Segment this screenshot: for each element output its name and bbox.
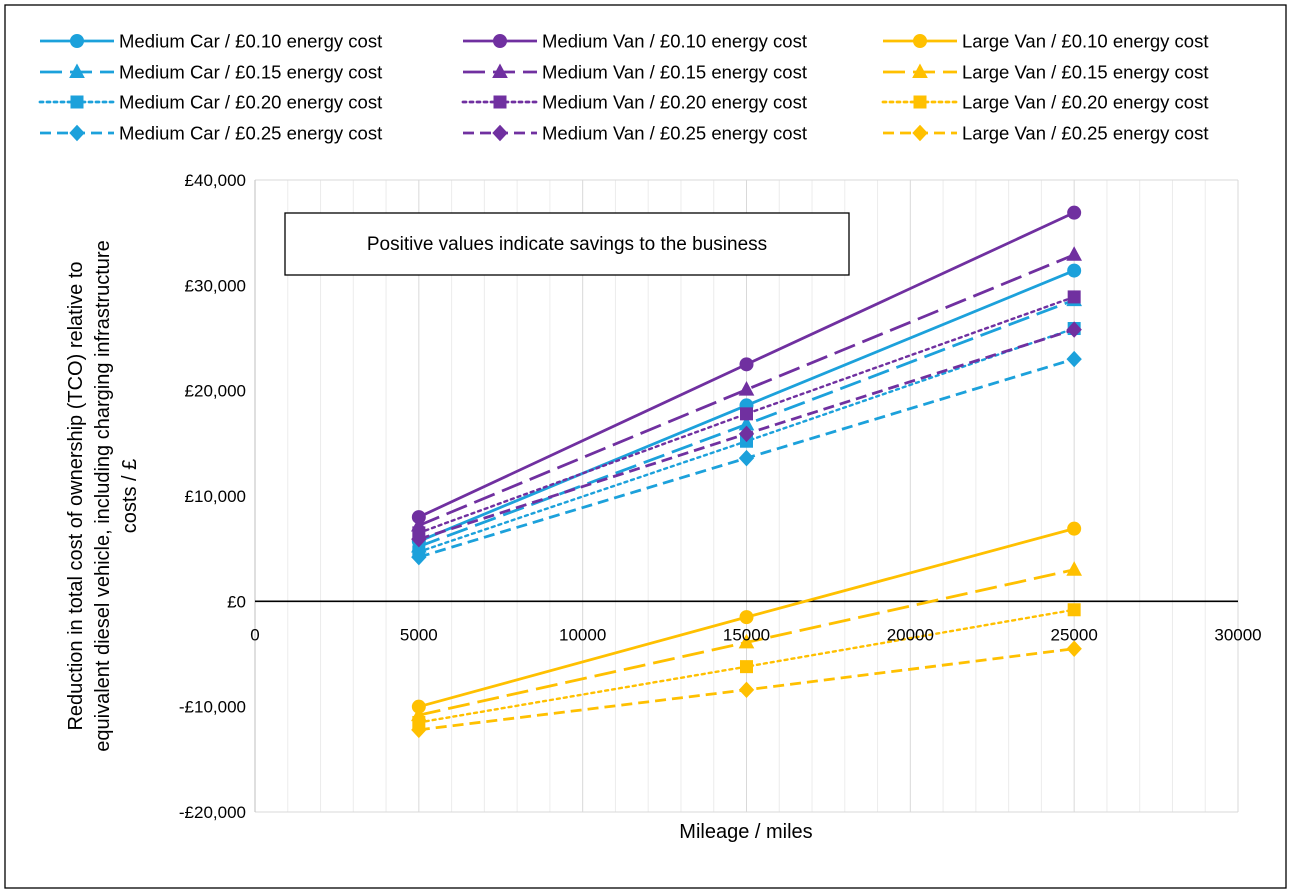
- y-tick-label: £0: [227, 592, 246, 611]
- legend-label: Large Van / £0.20 energy cost: [962, 92, 1209, 113]
- series-line: [418, 253, 1075, 527]
- y-axis-title-line-3: costs / £: [119, 459, 141, 533]
- x-tick-label: 20000: [887, 625, 934, 644]
- legend-entry: Medium Van / £0.20 energy cost: [461, 92, 807, 113]
- data-point-diamond: [411, 548, 427, 566]
- series: [410, 205, 1083, 739]
- data-point-circle: [913, 34, 927, 48]
- data-point-triangle: [738, 381, 755, 396]
- data-point-diamond: [738, 681, 755, 699]
- data-point-diamond: [411, 530, 427, 548]
- legend-label: Medium Car / £0.15 energy cost: [119, 62, 382, 83]
- data-point-triangle: [492, 63, 508, 78]
- data-point-circle: [70, 34, 84, 48]
- series-group: [411, 350, 1082, 566]
- y-tick-label: £40,000: [185, 171, 246, 190]
- legend-entry: Medium Car / £0.15 energy cost: [40, 62, 382, 83]
- tick-labels: -£20,000 -£10,000 £0 £10,000 £20,000 £30,000 £…: [179, 171, 1262, 822]
- data-point-diamond: [912, 124, 928, 142]
- x-tick-label: 30000: [1214, 625, 1261, 644]
- data-point-triangle: [69, 63, 85, 78]
- x-tick-label: 0: [250, 625, 259, 644]
- legend-entry: Medium Car / £0.25 energy cost: [40, 123, 382, 144]
- data-point-circle: [1067, 521, 1082, 536]
- data-point-square: [1067, 603, 1081, 617]
- series-group: [411, 521, 1082, 714]
- data-point-square: [740, 407, 753, 421]
- data-point-triangle: [738, 633, 755, 649]
- legend-label: Large Van / £0.10 energy cost: [962, 31, 1209, 52]
- y-axis-title: Reduction in total cost of ownership (TC…: [65, 240, 141, 751]
- data-point-circle: [1067, 205, 1082, 220]
- legend-label: Medium Car / £0.20 energy cost: [119, 92, 382, 113]
- data-point-diamond: [492, 124, 508, 142]
- data-point-triangle: [1066, 561, 1083, 576]
- data-point-triangle: [912, 63, 928, 78]
- x-axis-title: Mileage / miles: [679, 821, 812, 843]
- data-point-square: [913, 95, 927, 109]
- data-point-square: [740, 660, 753, 674]
- series-group: [411, 321, 1082, 548]
- axes: [254, 179, 1239, 813]
- data-point-diamond: [69, 124, 85, 142]
- annotation-text: Positive values indicate savings to the …: [367, 234, 767, 255]
- legend-entry: Large Van / £0.10 energy cost: [883, 31, 1209, 52]
- y-tick-label: £10,000: [185, 487, 246, 506]
- legend-entry: Large Van / £0.25 energy cost: [883, 123, 1209, 144]
- legend-label: Medium Car / £0.10 energy cost: [119, 31, 382, 52]
- legend-entry: Medium Car / £0.10 energy cost: [40, 31, 382, 52]
- legend-label: Large Van / £0.25 energy cost: [962, 123, 1209, 144]
- legend-label: Medium Van / £0.25 energy cost: [542, 123, 807, 144]
- legend-entry: Medium Van / £0.10 energy cost: [463, 31, 807, 52]
- y-tick-label: -£10,000: [179, 698, 246, 717]
- annotation: Positive values indicate savings to the …: [284, 212, 850, 276]
- legend-entry: Medium Van / £0.25 energy cost: [463, 123, 807, 144]
- series-group: [411, 640, 1082, 739]
- data-point-diamond: [1066, 321, 1082, 338]
- legend-label: Medium Van / £0.15 energy cost: [542, 62, 807, 83]
- data-point-diamond: [1066, 350, 1082, 368]
- y-tick-label: -£20,000: [179, 803, 246, 822]
- legend-entry: Large Van / £0.15 energy cost: [883, 62, 1209, 83]
- y-tick-label: £30,000: [185, 276, 246, 295]
- data-point-circle: [739, 610, 754, 625]
- legend: Medium Car / £0.10 energy cost Medium Car…: [38, 31, 1209, 144]
- x-tick-label: 5000: [400, 625, 438, 644]
- data-point-square: [70, 95, 84, 109]
- legend-label: Medium Van / £0.10 energy cost: [542, 31, 807, 52]
- data-point-circle: [493, 34, 507, 48]
- data-point-circle: [739, 357, 754, 372]
- data-point-diamond: [738, 425, 755, 443]
- x-tick-label: 10000: [559, 625, 606, 644]
- data-point-circle: [1067, 263, 1082, 278]
- legend-label: Large Van / £0.15 energy cost: [962, 62, 1209, 83]
- data-point-diamond: [411, 721, 427, 739]
- x-tick-label: 25000: [1051, 625, 1098, 644]
- grid: [287, 180, 1206, 812]
- legend-label: Medium Car / £0.25 energy cost: [119, 123, 382, 144]
- data-point-square: [493, 95, 507, 109]
- legend-entry: Large Van / £0.20 energy cost: [881, 92, 1209, 113]
- annotation-box: [284, 212, 850, 276]
- data-point-square: [1067, 290, 1081, 304]
- legend-label: Medium Van / £0.20 energy cost: [542, 92, 807, 113]
- y-tick-label: £20,000: [185, 382, 246, 401]
- y-axis-title-line-2: equivalent diesel vehicle, including cha…: [92, 240, 114, 751]
- data-point-diamond: [738, 449, 755, 467]
- y-axis-title-line-1: Reduction in total cost of ownership (TC…: [65, 261, 87, 730]
- series-line: [417, 295, 1076, 535]
- legend-entry: Medium Van / £0.15 energy cost: [463, 62, 807, 83]
- data-point-triangle: [1066, 246, 1083, 261]
- data-point-diamond: [1066, 640, 1082, 657]
- legend-entry: Medium Car / £0.20 energy cost: [38, 92, 382, 113]
- x-tick-label: 15000: [723, 625, 770, 644]
